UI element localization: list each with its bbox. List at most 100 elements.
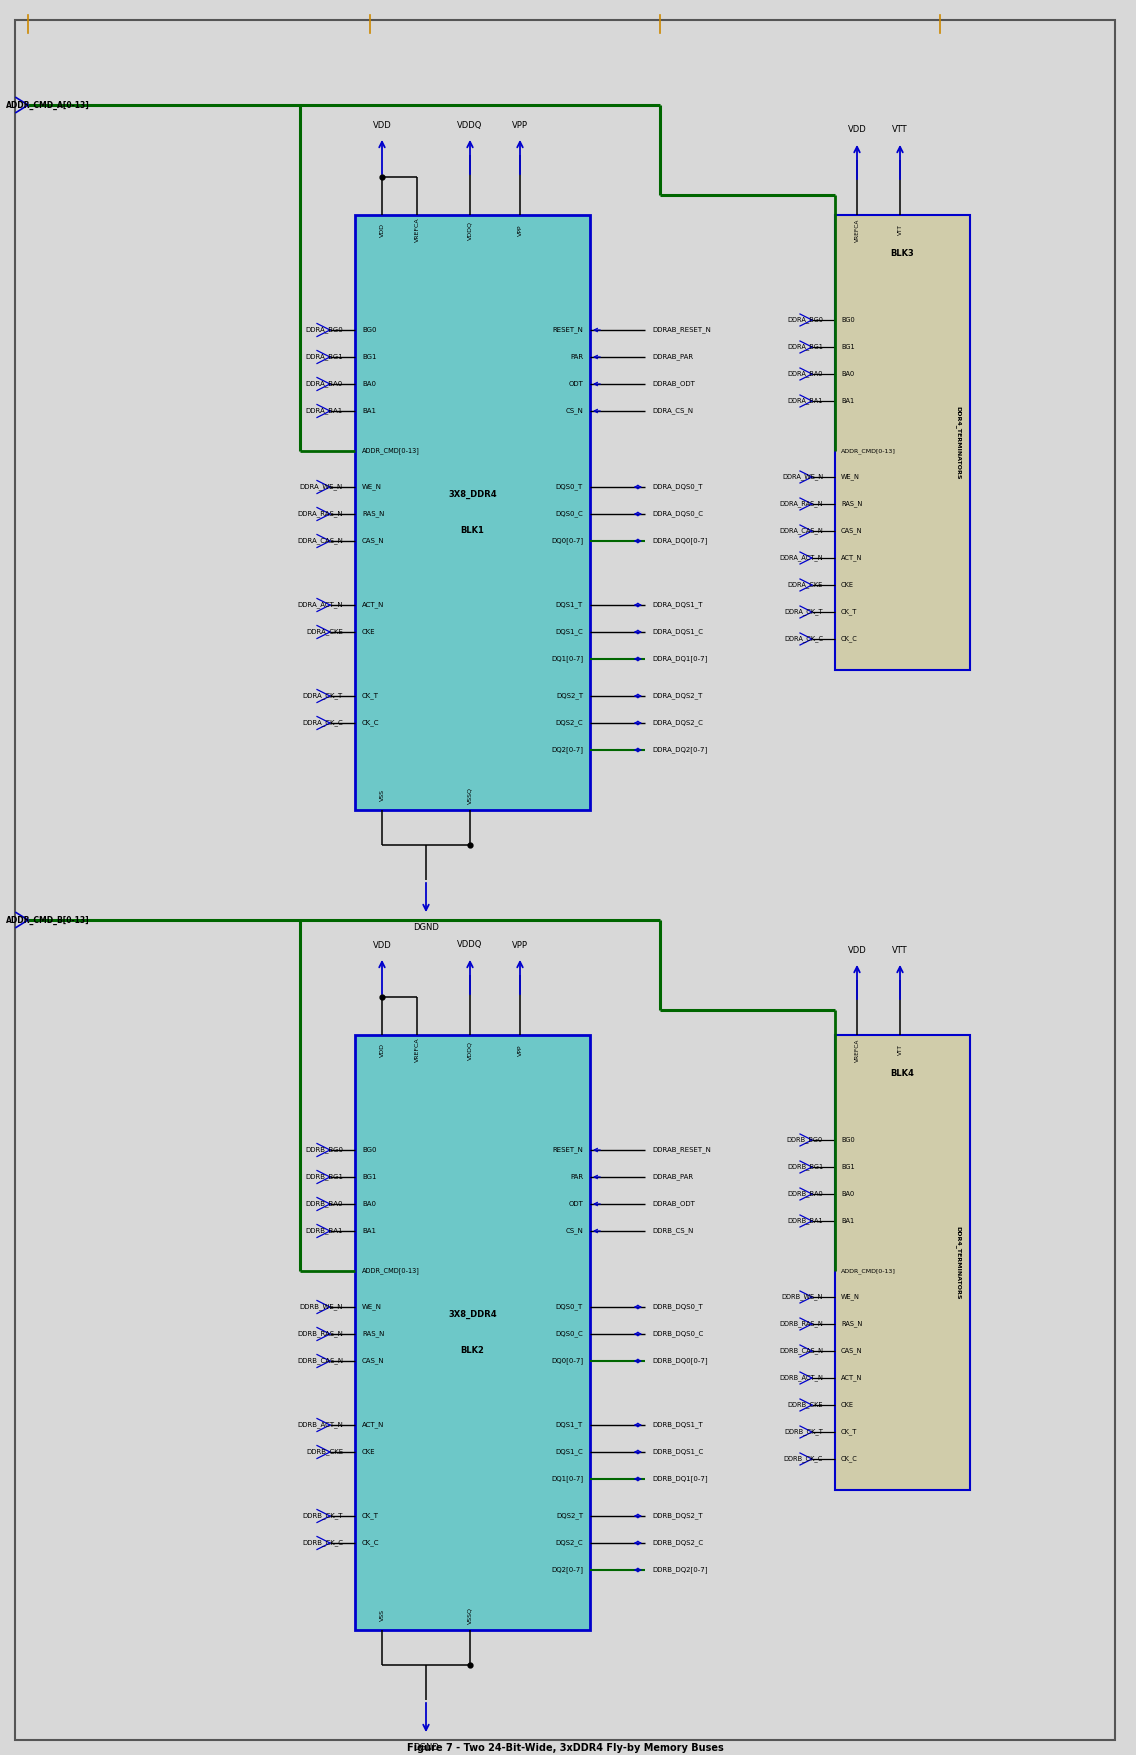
Text: DDR4_TERMINATORS: DDR4_TERMINATORS (955, 405, 961, 479)
Text: DQS0_T: DQS0_T (556, 1304, 583, 1311)
Text: DQS0_T: DQS0_T (556, 484, 583, 490)
Text: WE_N: WE_N (841, 474, 860, 481)
Text: DDRAB_ODT: DDRAB_ODT (652, 381, 695, 388)
Text: CS_N: CS_N (565, 1228, 583, 1234)
Text: DDRA_CKE: DDRA_CKE (787, 581, 822, 588)
Text: BG1: BG1 (362, 355, 376, 360)
Text: DQS2_C: DQS2_C (556, 1539, 583, 1546)
Text: WE_N: WE_N (362, 484, 382, 490)
Text: BG0: BG0 (841, 318, 854, 323)
Text: BG0: BG0 (841, 1137, 854, 1143)
Text: VPP: VPP (512, 941, 528, 949)
Text: DDRB_CKE: DDRB_CKE (306, 1448, 343, 1455)
Text: RAS_N: RAS_N (362, 1330, 384, 1337)
Text: VDDQ: VDDQ (468, 1041, 473, 1060)
Text: BA0: BA0 (841, 370, 854, 377)
Text: 3X8_DDR4: 3X8_DDR4 (449, 490, 496, 498)
Text: VREFCA: VREFCA (415, 218, 419, 242)
Text: DDRAB_PAR: DDRAB_PAR (652, 1174, 693, 1181)
Text: DGND: DGND (414, 1743, 438, 1753)
Text: DQ2[0-7]: DQ2[0-7] (551, 746, 583, 753)
Text: DDRB_DQS0_C: DDRB_DQS0_C (652, 1330, 703, 1337)
Text: VTT: VTT (892, 946, 908, 955)
Text: CK_T: CK_T (841, 609, 858, 616)
Text: ADDR_CMD[0-13]: ADDR_CMD[0-13] (841, 448, 896, 455)
Text: DDRB_BA0: DDRB_BA0 (306, 1200, 343, 1207)
Text: DDRB_CAS_N: DDRB_CAS_N (296, 1358, 343, 1364)
Text: DDRA_DQS0_T: DDRA_DQS0_T (652, 484, 702, 490)
Text: CK_T: CK_T (362, 693, 379, 700)
Text: DDRA_BA0: DDRA_BA0 (787, 370, 822, 377)
Text: DDRB_CS_N: DDRB_CS_N (652, 1228, 693, 1234)
Text: DQS1_T: DQS1_T (556, 1422, 583, 1429)
Bar (835, 216, 970, 670)
Text: VPP: VPP (512, 121, 528, 130)
Text: VTT: VTT (892, 126, 908, 135)
Text: DDRA_DQ1[0-7]: DDRA_DQ1[0-7] (652, 656, 708, 662)
Text: DDRAB_ODT: DDRAB_ODT (652, 1200, 695, 1207)
Text: ACT_N: ACT_N (362, 1422, 384, 1429)
Text: DDRA_CAS_N: DDRA_CAS_N (298, 537, 343, 544)
Text: RESET_N: RESET_N (552, 1146, 583, 1153)
Text: VREFCA: VREFCA (415, 1037, 419, 1062)
Text: PAR: PAR (570, 355, 583, 360)
Text: CKE: CKE (362, 628, 376, 635)
Text: BLK2: BLK2 (460, 1346, 484, 1355)
Text: DDRA_DQS1_T: DDRA_DQS1_T (652, 602, 702, 609)
Text: BG1: BG1 (841, 1164, 854, 1171)
Bar (356, 1035, 590, 1630)
Text: DDRA_BG0: DDRA_BG0 (306, 326, 343, 333)
Text: DGND: DGND (414, 923, 438, 932)
Text: DDRB_CAS_N: DDRB_CAS_N (779, 1348, 822, 1355)
Text: VDD: VDD (847, 946, 867, 955)
Text: CK_T: CK_T (362, 1513, 379, 1520)
Text: DDRAB_RESET_N: DDRAB_RESET_N (652, 326, 711, 333)
Text: DQS2_C: DQS2_C (556, 720, 583, 727)
Text: VDD: VDD (373, 941, 392, 949)
Text: DDRA_CK_C: DDRA_CK_C (302, 720, 343, 727)
Text: RAS_N: RAS_N (841, 500, 862, 507)
Text: DDRAB_RESET_N: DDRAB_RESET_N (652, 1146, 711, 1153)
Text: BA1: BA1 (362, 1228, 376, 1234)
Text: CK_C: CK_C (362, 720, 379, 727)
Text: DDRB_CK_T: DDRB_CK_T (302, 1513, 343, 1520)
Text: DQ2[0-7]: DQ2[0-7] (551, 1567, 583, 1574)
Text: VPP: VPP (518, 225, 523, 235)
Text: Figure 7 - Two 24-Bit-Wide, 3xDDR4 Fly-by Memory Buses: Figure 7 - Two 24-Bit-Wide, 3xDDR4 Fly-b… (407, 1743, 724, 1753)
Text: DDRA_CK_T: DDRA_CK_T (784, 609, 822, 616)
Text: BLK4: BLK4 (891, 1069, 914, 1078)
Text: ADDR_CMD_A[0-13]: ADDR_CMD_A[0-13] (6, 100, 90, 109)
Text: VTT: VTT (897, 225, 902, 235)
Text: ACT_N: ACT_N (841, 555, 862, 562)
Text: DDRB_CKE: DDRB_CKE (787, 1402, 822, 1408)
Text: BA0: BA0 (841, 1192, 854, 1197)
Text: BA1: BA1 (841, 398, 854, 404)
Text: DDRB_BA0: DDRB_BA0 (787, 1190, 822, 1197)
Text: CAS_N: CAS_N (362, 1358, 385, 1364)
Text: VDDQ: VDDQ (468, 221, 473, 239)
Text: VREFCA: VREFCA (854, 1039, 860, 1062)
Text: CAS_N: CAS_N (841, 528, 862, 534)
Text: DDRB_DQS2_C: DDRB_DQS2_C (652, 1539, 703, 1546)
Text: VSSQ: VSSQ (468, 786, 473, 804)
Text: VSSQ: VSSQ (468, 1606, 473, 1623)
Text: BA0: BA0 (362, 381, 376, 388)
Text: VSS: VSS (379, 1609, 384, 1622)
Text: DDRA_DQS2_T: DDRA_DQS2_T (652, 693, 702, 700)
Text: DDRA_BG1: DDRA_BG1 (306, 353, 343, 360)
Text: DQS1_C: DQS1_C (556, 628, 583, 635)
Text: DQS1_C: DQS1_C (556, 1448, 583, 1455)
Text: CK_C: CK_C (362, 1539, 379, 1546)
Text: DDRB_DQS1_T: DDRB_DQS1_T (652, 1422, 703, 1429)
Text: BA1: BA1 (841, 1218, 854, 1223)
Text: ODT: ODT (568, 1200, 583, 1207)
Text: VPP: VPP (518, 1044, 523, 1057)
Text: CK_C: CK_C (841, 635, 858, 642)
Text: CK_T: CK_T (841, 1429, 858, 1436)
Bar (356, 216, 590, 811)
Text: DDRA_DQS1_C: DDRA_DQS1_C (652, 628, 703, 635)
Text: DDRA_BA1: DDRA_BA1 (306, 407, 343, 414)
Text: DDRA_DQ0[0-7]: DDRA_DQ0[0-7] (652, 537, 708, 544)
Text: DDRA_CK_C: DDRA_CK_C (784, 635, 822, 642)
Text: CS_N: CS_N (565, 407, 583, 414)
